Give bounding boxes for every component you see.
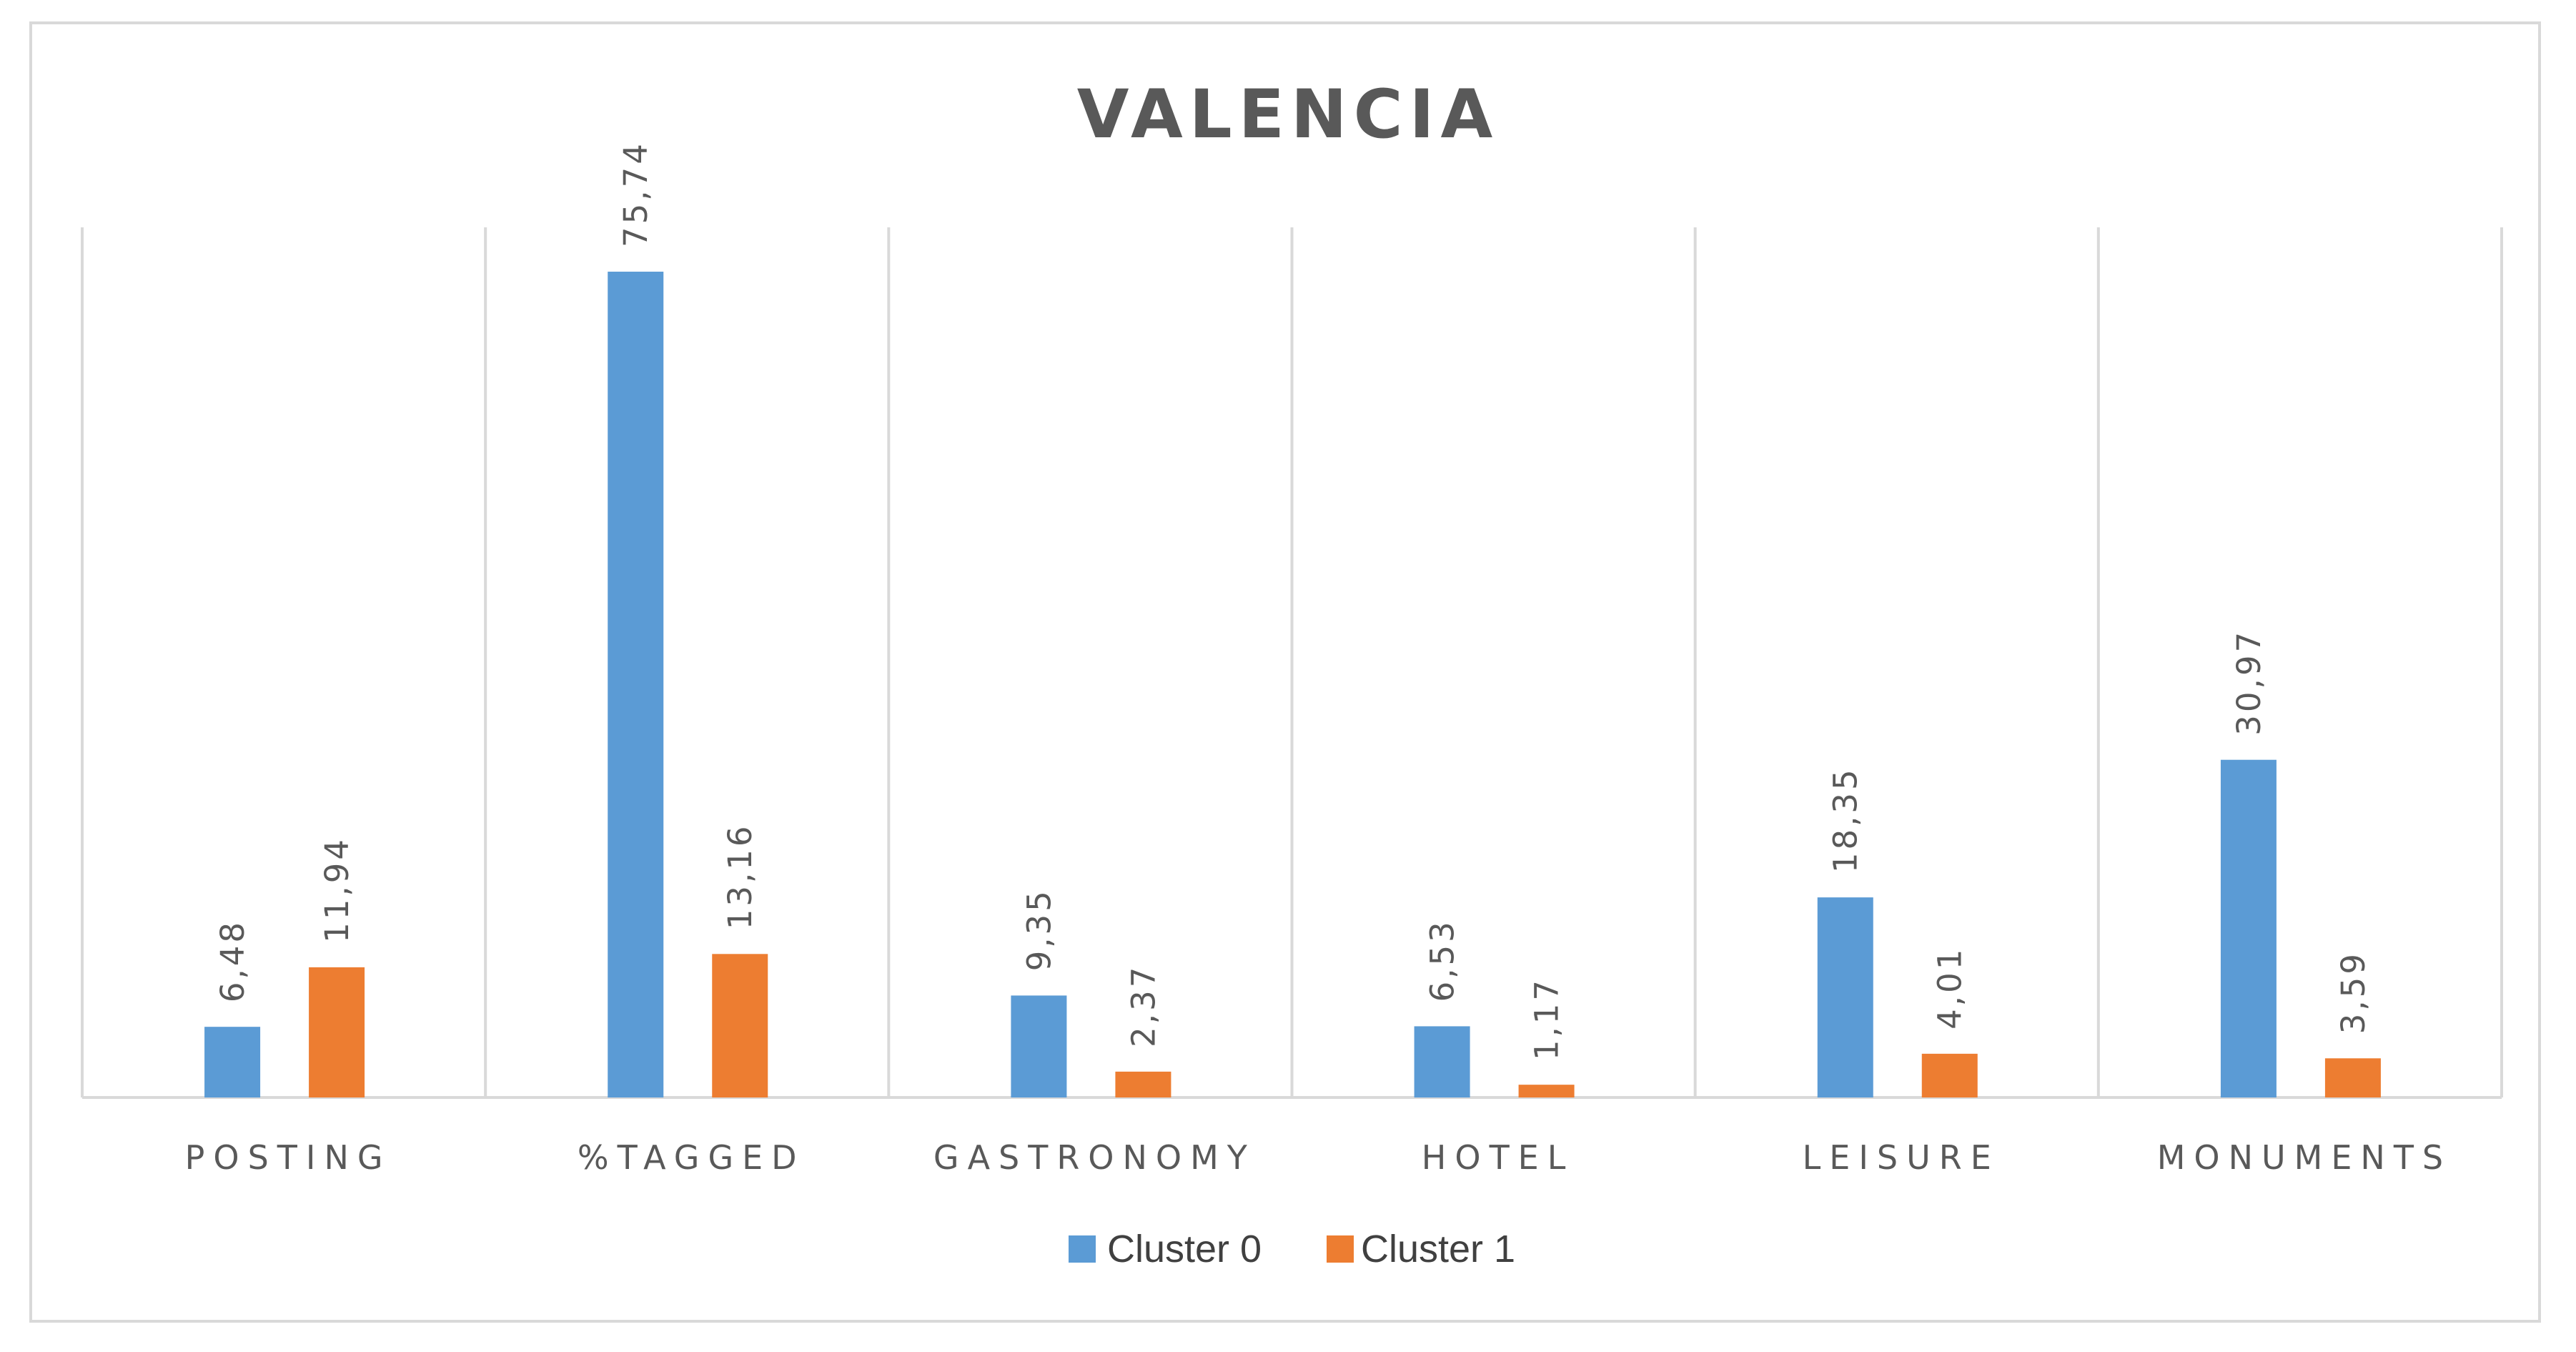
data-label: 6,48: [214, 919, 252, 1002]
data-label: 11,94: [318, 837, 356, 943]
data-label: 30,97: [2230, 629, 2268, 736]
bar-cluster-0-posting: [204, 1027, 261, 1097]
x-tick-label: GASTRONOMY: [933, 1138, 1256, 1177]
data-label: 6,53: [1424, 919, 1462, 1002]
legend: Cluster 0 Cluster 1: [1069, 1228, 1515, 1270]
x-tick-label: %TAGGED: [578, 1138, 806, 1177]
data-label: 9,35: [1020, 888, 1058, 971]
data-label: 4,01: [1931, 947, 1969, 1030]
bar-cluster-1-hotel: [1518, 1085, 1575, 1097]
bar-cluster-1-leisure: [1921, 1053, 1978, 1097]
data-label: 75,74: [617, 141, 655, 247]
data-label: 2,37: [1124, 964, 1162, 1047]
x-tick-label: POSTING: [185, 1138, 392, 1177]
bar-cluster-0-tagged: [608, 271, 664, 1098]
data-label: 13,16: [721, 823, 759, 929]
bar-cluster-0-monuments: [2220, 759, 2277, 1097]
bar-cluster-1-tagged: [712, 954, 768, 1097]
legend-swatch: [1069, 1235, 1096, 1263]
x-tick-label: HOTEL: [1422, 1138, 1575, 1177]
plot-area: 6,48 11,94 POSTING 75,74 13,16 %TAGGED 9,35 2,3…: [81, 141, 2503, 1177]
chart-frame: [29, 21, 2541, 1323]
bar-cluster-1-posting: [309, 967, 365, 1097]
x-tick-label: LEISURE: [1803, 1138, 2000, 1177]
legend-label: Cluster 0: [1107, 1228, 1262, 1270]
legend-swatch: [1327, 1235, 1354, 1263]
bar-cluster-0-gastronomy: [1011, 995, 1067, 1097]
legend-label: Cluster 1: [1361, 1228, 1515, 1270]
chart-title: VALENCIA: [1077, 76, 1500, 154]
bar-cluster-1-monuments: [2324, 1058, 2381, 1097]
data-label: 1,17: [1528, 977, 1566, 1060]
x-tick-label: MONUMENTS: [2157, 1138, 2452, 1177]
data-label: 3,59: [2334, 951, 2372, 1034]
bar-cluster-0-hotel: [1414, 1026, 1470, 1097]
bar-cluster-0-leisure: [1817, 897, 1873, 1097]
bar-cluster-1-gastronomy: [1115, 1071, 1171, 1097]
data-label: 18,35: [1827, 766, 1865, 873]
